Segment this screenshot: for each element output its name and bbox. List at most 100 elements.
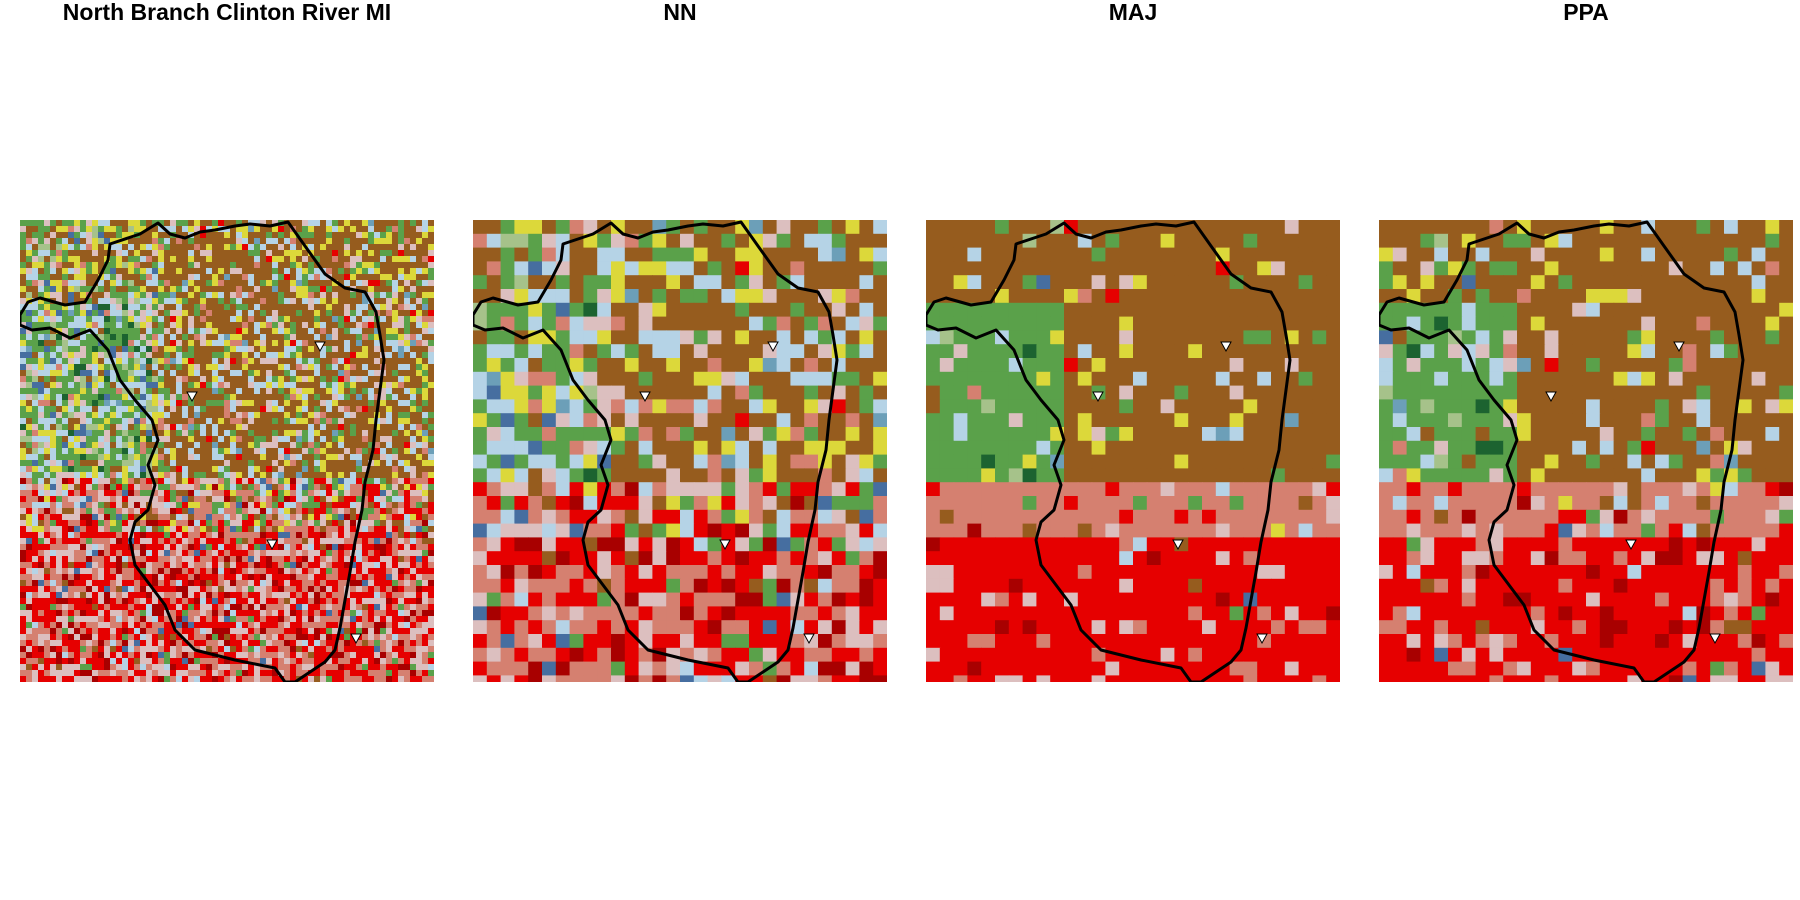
raster-cell: [152, 226, 159, 233]
raster-cell: [236, 256, 243, 263]
raster-cell: [410, 346, 417, 353]
raster-cell: [320, 466, 327, 473]
raster-cell: [416, 466, 423, 473]
raster-cell: [254, 478, 261, 485]
raster-cell: [140, 304, 147, 311]
raster-cell: [146, 430, 153, 437]
raster-cell: [50, 460, 57, 467]
raster-cell: [380, 634, 387, 641]
raster-cell: [44, 352, 51, 359]
raster-cell: [194, 538, 201, 545]
raster-cell: [116, 334, 123, 341]
raster-cell: [194, 604, 201, 611]
raster-cell: [248, 532, 255, 539]
raster-cell: [128, 514, 135, 521]
raster-cell: [380, 574, 387, 581]
raster-cell: [236, 472, 243, 479]
raster-cell: [116, 652, 123, 659]
raster-cell: [428, 370, 434, 377]
raster-cell: [254, 406, 261, 413]
raster-cell: [314, 250, 321, 257]
raster-cell: [320, 292, 327, 299]
raster-cell: [344, 622, 351, 629]
raster-cell: [164, 544, 171, 551]
raster-cell: [272, 508, 279, 515]
raster-cell: [122, 370, 129, 377]
raster-cell: [314, 232, 321, 239]
raster-cell: [272, 262, 279, 269]
raster-cell: [86, 592, 93, 599]
raster-cell: [296, 238, 303, 245]
raster-cell: [74, 346, 81, 353]
raster-cell: [326, 454, 333, 461]
raster-cell: [32, 484, 39, 491]
raster-cell: [230, 280, 237, 287]
raster-cell: [56, 634, 63, 641]
raster-cell: [278, 604, 285, 611]
raster-cell: [182, 310, 189, 317]
raster-cell: [188, 268, 195, 275]
raster-cell: [98, 316, 105, 323]
raster-cell: [206, 508, 213, 515]
raster-cell: [26, 232, 33, 239]
raster-cell: [68, 406, 75, 413]
raster-cell: [314, 406, 321, 413]
raster-cell: [248, 292, 255, 299]
raster-cell: [200, 424, 207, 431]
raster-cell: [86, 250, 93, 257]
raster-cell: [176, 646, 183, 653]
raster-cell: [254, 436, 261, 443]
raster-cell: [140, 580, 147, 587]
raster-cell: [176, 340, 183, 347]
raster-cell: [206, 286, 213, 293]
raster-cell: [326, 382, 333, 389]
raster-cell: [176, 532, 183, 539]
raster-cell: [146, 448, 153, 455]
raster-cell: [236, 610, 243, 617]
raster-cell: [236, 556, 243, 563]
raster-cell: [38, 268, 45, 275]
raster-cell: [194, 226, 201, 233]
raster-cell: [116, 346, 123, 353]
raster-cell: [404, 628, 411, 635]
raster-cell: [80, 316, 87, 323]
raster-cell: [152, 370, 159, 377]
raster-cell: [164, 250, 171, 257]
raster-cell: [92, 406, 99, 413]
raster-cell: [344, 358, 351, 365]
raster-cell: [92, 586, 99, 593]
raster-cell: [116, 226, 123, 233]
raster-cell: [44, 334, 51, 341]
raster-cell: [392, 544, 399, 551]
raster-cell: [62, 220, 69, 227]
raster-cell: [44, 544, 51, 551]
raster-cell: [20, 604, 27, 611]
raster-cell: [20, 424, 27, 431]
raster-cell: [38, 604, 45, 611]
raster-cell: [308, 274, 315, 281]
raster-cell: [272, 334, 279, 341]
raster-cell: [134, 448, 141, 455]
raster-cell: [422, 520, 429, 527]
raster-cell: [206, 532, 213, 539]
raster-cell: [110, 574, 117, 581]
raster-cell: [296, 262, 303, 269]
raster-cell: [182, 472, 189, 479]
raster-cell: [386, 526, 393, 533]
raster-cell: [68, 370, 75, 377]
raster-cell: [398, 346, 405, 353]
raster-cell: [74, 322, 81, 329]
raster-cell: [20, 436, 27, 443]
raster-cell: [146, 298, 153, 305]
raster-cell: [158, 250, 165, 257]
raster-cell: [332, 526, 339, 533]
raster-cell: [128, 322, 135, 329]
raster-cell: [380, 592, 387, 599]
raster-cell: [224, 232, 231, 239]
raster-cell: [218, 292, 225, 299]
raster-cell: [260, 646, 267, 653]
raster-cell: [44, 628, 51, 635]
raster-cell: [398, 574, 405, 581]
raster-cell: [68, 268, 75, 275]
raster-cell: [302, 346, 309, 353]
